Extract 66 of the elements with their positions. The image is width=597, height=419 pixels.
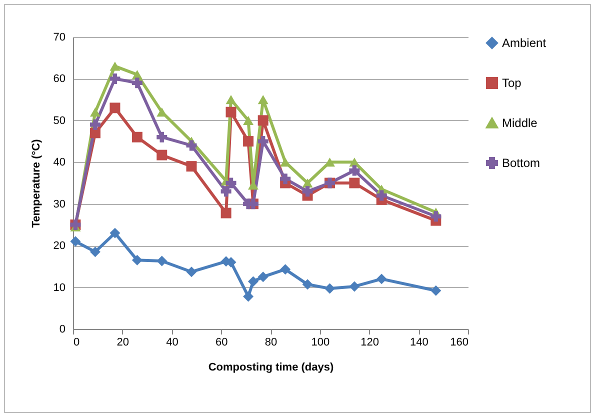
x-tick-label: 100 — [311, 336, 330, 348]
y-tick-label: 10 — [53, 282, 66, 294]
point — [132, 254, 142, 266]
point — [280, 174, 291, 184]
point — [430, 211, 442, 222]
point — [90, 108, 100, 117]
point — [226, 95, 236, 104]
point — [243, 116, 254, 125]
point — [186, 266, 197, 278]
point — [243, 291, 254, 302]
x-tick-label: 60 — [216, 336, 228, 348]
point — [90, 246, 100, 258]
point — [226, 106, 236, 118]
point — [186, 161, 197, 172]
point — [156, 256, 168, 266]
point — [90, 119, 100, 130]
y-tick-label: 40 — [53, 156, 66, 169]
point — [324, 283, 335, 294]
point — [302, 279, 313, 290]
y-axis-title: Temperature (°C) — [30, 138, 42, 228]
point — [220, 186, 232, 197]
point — [430, 285, 442, 296]
point — [376, 190, 387, 201]
point — [220, 208, 232, 218]
point — [156, 132, 168, 142]
point — [226, 178, 236, 188]
x-tick-label: 0 — [74, 336, 80, 348]
point — [243, 136, 254, 147]
x-tick-label: 140 — [410, 336, 428, 348]
x-tick-label: 120 — [360, 336, 379, 348]
y-tick-label: 50 — [53, 114, 66, 127]
legend-label: Middle — [502, 116, 538, 130]
point — [349, 178, 360, 188]
point — [258, 272, 268, 282]
legend-label: Bottom — [502, 156, 540, 170]
point — [110, 102, 120, 114]
point — [258, 136, 268, 147]
point — [156, 150, 168, 160]
point — [132, 132, 142, 142]
point — [110, 62, 120, 71]
x-tick-label: 40 — [166, 336, 178, 348]
y-tick-label: 30 — [53, 198, 66, 210]
y-tick-label: 0 — [59, 324, 66, 336]
point — [258, 115, 268, 126]
point — [110, 228, 120, 238]
y-tick-label: 70 — [53, 32, 66, 44]
x-tick-label: 160 — [450, 336, 468, 348]
point — [280, 264, 291, 275]
point — [376, 274, 387, 284]
point — [349, 281, 360, 292]
x-axis-title: Composting time (days) — [208, 362, 334, 374]
point — [186, 140, 197, 151]
x-tick-label: 80 — [264, 336, 278, 348]
point — [302, 186, 313, 197]
point — [132, 78, 142, 88]
y-tick-label: 60 — [53, 73, 66, 86]
point — [324, 158, 335, 167]
y-tick-label: 20 — [53, 240, 66, 252]
legend-label: Top — [502, 76, 522, 90]
point — [349, 165, 360, 176]
x-tick-label: 20 — [116, 336, 129, 348]
legend-label: Ambient — [502, 36, 547, 50]
point — [110, 73, 120, 84]
point — [248, 276, 258, 287]
point — [258, 95, 268, 104]
point — [70, 236, 81, 247]
